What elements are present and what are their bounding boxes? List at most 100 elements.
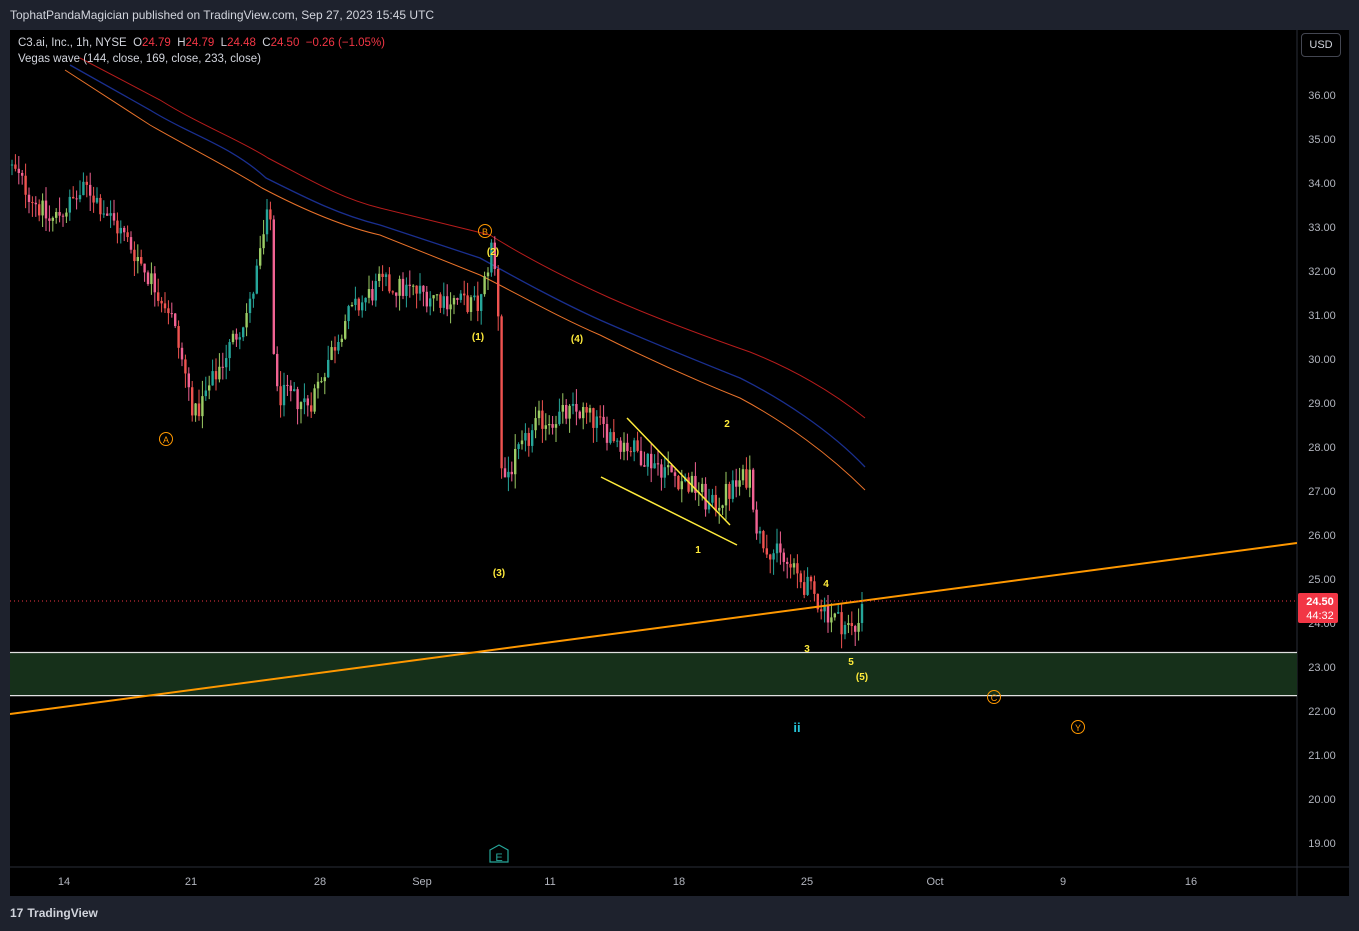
candle-body bbox=[707, 502, 711, 510]
candle-body bbox=[500, 316, 503, 469]
candle-body bbox=[371, 289, 374, 301]
time-tick-3: Sep bbox=[412, 876, 432, 888]
candle-body bbox=[89, 184, 92, 196]
candle-body bbox=[541, 410, 544, 429]
wedge-upper-line[interactable] bbox=[626, 417, 731, 526]
candle-body bbox=[286, 384, 289, 386]
wave-C-circle bbox=[987, 690, 1001, 704]
candle-body bbox=[616, 440, 619, 442]
candle-body bbox=[646, 453, 649, 467]
candle-body bbox=[714, 494, 717, 511]
candle-body bbox=[653, 463, 656, 469]
footer-bar bbox=[0, 896, 1359, 931]
candle-body bbox=[313, 388, 316, 412]
wave-5-paren-label: (5) bbox=[856, 672, 868, 683]
wave-annotations[interactable]: A B C Y (1) (2) (3) (4) (5) 1 2 3 4 5 ii bbox=[159, 224, 1085, 736]
candle-body bbox=[14, 164, 17, 169]
candle-body bbox=[826, 604, 830, 623]
candle-body bbox=[510, 471, 513, 475]
time-axis[interactable]: 14 21 28 Sep 11 18 25 Oct 9 16 bbox=[58, 876, 1197, 888]
candle-body bbox=[106, 213, 109, 216]
candle-body bbox=[95, 197, 99, 203]
candle-body bbox=[636, 440, 639, 451]
candle-body bbox=[415, 285, 418, 294]
candle-body bbox=[663, 467, 666, 478]
candle-body bbox=[772, 553, 775, 560]
price-chart[interactable]: E A B C Y (1) (2) (3) (4) (5) 1 2 3 4 5 … bbox=[10, 30, 1349, 896]
candle-body bbox=[582, 406, 585, 419]
candle-body bbox=[456, 298, 459, 300]
candle-body bbox=[347, 306, 350, 322]
candle-body bbox=[170, 313, 173, 315]
candle-body bbox=[65, 212, 68, 217]
candle-body bbox=[167, 308, 170, 314]
candle-body bbox=[643, 465, 646, 467]
candle-body bbox=[279, 386, 282, 406]
tradingview-logo-icon: 17 bbox=[10, 906, 24, 920]
candle-body bbox=[813, 581, 816, 594]
ema-233-line[interactable] bbox=[79, 57, 866, 419]
candle-body bbox=[796, 563, 799, 574]
candle-body bbox=[633, 440, 636, 452]
earnings-marker[interactable]: E bbox=[489, 844, 509, 864]
candle-body bbox=[782, 552, 785, 562]
candle-body bbox=[837, 612, 840, 614]
ema-169-line[interactable] bbox=[64, 69, 866, 491]
candle-body bbox=[480, 294, 483, 311]
candle-body bbox=[381, 273, 384, 277]
candle-body bbox=[452, 298, 456, 305]
candle-body bbox=[364, 297, 367, 303]
candle-body bbox=[660, 464, 663, 478]
candle-body bbox=[208, 385, 211, 391]
time-tick-2: 28 bbox=[314, 876, 326, 888]
currency-button[interactable]: USD bbox=[1301, 33, 1341, 57]
candle-body bbox=[191, 387, 194, 416]
chart-pane[interactable] bbox=[10, 30, 1349, 896]
candle-body bbox=[673, 472, 677, 476]
indicator-legend-row[interactable]: Vegas wave (144, close, 169, close, 233,… bbox=[18, 53, 261, 65]
symbol-name[interactable]: C3.ai, Inc., 1h, NYSE bbox=[18, 37, 127, 49]
candle-body bbox=[112, 213, 116, 221]
open-value: 24.79 bbox=[142, 37, 171, 49]
candle-body bbox=[843, 625, 847, 635]
candle-body bbox=[503, 468, 507, 478]
tradingview-logo[interactable]: 17 TradingView bbox=[10, 906, 98, 920]
candle-body bbox=[228, 342, 231, 359]
candle-body bbox=[177, 326, 180, 348]
candle-body bbox=[75, 198, 78, 200]
candlestick-series[interactable] bbox=[10, 154, 864, 649]
candle-body bbox=[765, 548, 768, 555]
candle-body bbox=[102, 213, 105, 215]
candle-body bbox=[211, 371, 214, 386]
candle-body bbox=[401, 278, 405, 296]
price-tick-16: 20.00 bbox=[1308, 794, 1336, 806]
price-tick-13: 23.00 bbox=[1308, 662, 1336, 674]
candle-body bbox=[82, 181, 85, 196]
candle-body bbox=[405, 284, 408, 296]
candle-body bbox=[422, 285, 425, 292]
price-tick-6: 30.00 bbox=[1308, 354, 1336, 366]
support-zone[interactable] bbox=[10, 652, 1297, 696]
candle-body bbox=[388, 274, 391, 292]
ema-144-line[interactable] bbox=[69, 64, 866, 468]
candle-body bbox=[160, 300, 163, 304]
candle-body bbox=[514, 448, 517, 475]
candle-body bbox=[126, 232, 129, 238]
candle-body bbox=[779, 543, 782, 553]
candle-body bbox=[412, 285, 415, 287]
candle-body bbox=[303, 398, 306, 403]
price-tick-1: 35.00 bbox=[1308, 134, 1336, 146]
candle-body bbox=[840, 612, 843, 635]
wedge-lower-line[interactable] bbox=[600, 476, 738, 546]
time-tick-5: 18 bbox=[673, 876, 685, 888]
candle-body bbox=[340, 338, 343, 343]
candle-body bbox=[85, 181, 88, 185]
last-price-label: 24.50 44:32 bbox=[1298, 593, 1338, 623]
price-axis[interactable]: 36.00 35.00 34.00 33.00 32.00 31.00 30.00 29.00… bbox=[1308, 90, 1336, 850]
price-tick-15: 21.00 bbox=[1308, 750, 1336, 762]
ascending-trendline[interactable] bbox=[10, 542, 1297, 715]
wave-A-circle bbox=[159, 432, 173, 446]
time-tick-0: 14 bbox=[58, 876, 70, 888]
wave-4-label: 4 bbox=[823, 579, 829, 590]
candle-body bbox=[330, 347, 333, 360]
